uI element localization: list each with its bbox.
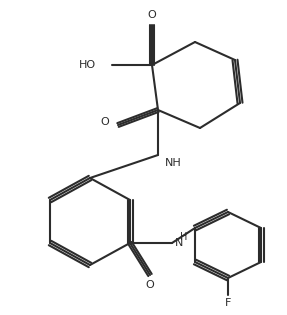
Text: H: H (180, 232, 187, 242)
Text: N: N (175, 238, 183, 248)
Text: O: O (146, 280, 154, 290)
Text: O: O (148, 10, 156, 20)
Text: HO: HO (79, 60, 96, 70)
Text: O: O (101, 117, 109, 127)
Text: F: F (225, 298, 231, 308)
Text: NH: NH (165, 158, 182, 168)
